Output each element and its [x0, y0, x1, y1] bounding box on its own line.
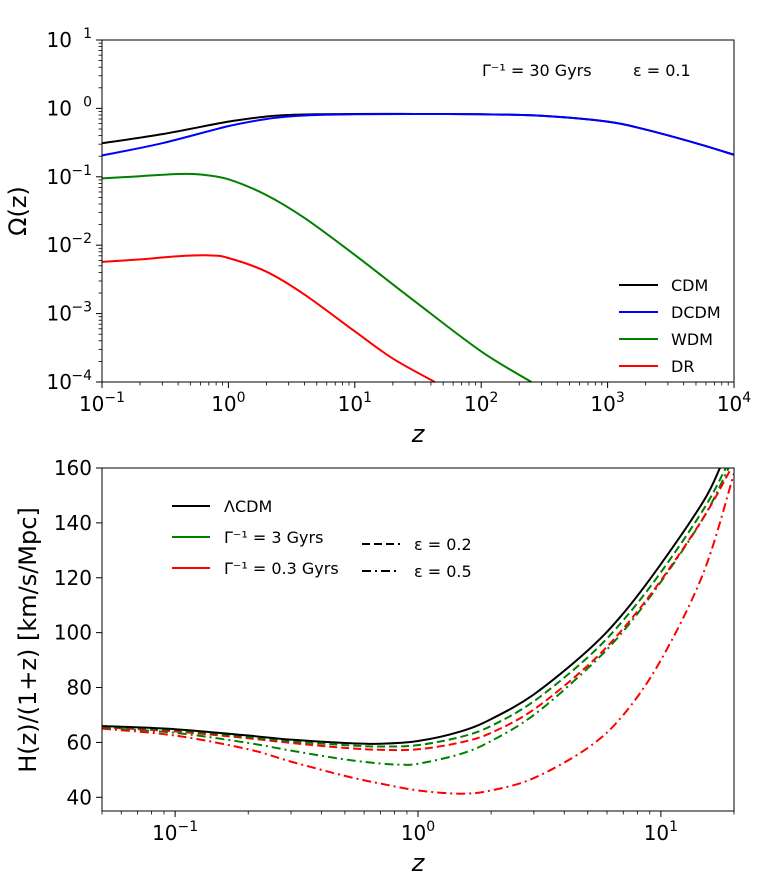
hubble-panel: 10−1 100 101 40 60 80 100 120 140 160 H(z)/(1+z) …: [14, 456, 735, 877]
hubble-curves: [102, 468, 734, 795]
y-tick-label: 80: [67, 676, 92, 700]
hubble-axes-frame: [101, 467, 735, 812]
omega-xlabel: z: [411, 420, 426, 448]
omega-axes-frame: [101, 39, 735, 383]
legend-label-cdm: CDM: [671, 276, 708, 295]
y-tick-label: 100: [54, 621, 92, 645]
x-tick-label: 101: [644, 819, 678, 845]
x-tick-label: 102: [464, 390, 498, 416]
omega-legend: CDM DCDM WDM DR: [619, 276, 721, 376]
gamma-annotation: Γ⁻¹ = 30 Gyrs: [482, 61, 592, 80]
epsilon-annotation: ε = 0.1: [633, 61, 691, 80]
legend-label: ΛCDM: [224, 497, 272, 516]
legend-label-dr: DR: [671, 357, 694, 376]
y-tick-label: 140: [54, 511, 92, 535]
y-tick-exponent: −2: [71, 231, 92, 247]
series-line: [102, 468, 727, 748]
x-tick-label: 10−1: [79, 390, 125, 416]
y-tick-label: 120: [54, 566, 92, 590]
x-tick-label: 104: [717, 390, 751, 416]
y-tick-label: 10: [47, 302, 72, 326]
legend-label-dcdm: DCDM: [671, 303, 721, 322]
y-tick-exponent: −4: [71, 368, 92, 384]
legend-style-label: ε = 0.2: [414, 535, 472, 554]
series-line: [102, 468, 721, 745]
y-tick-label: 40: [67, 785, 92, 809]
y-tick-exponent: −1: [71, 163, 92, 179]
series-line-dr: [101, 254, 436, 383]
y-tick-label: 10: [47, 165, 72, 189]
hubble-legend: ΛCDM Γ⁻¹ = 3 Gyrs Γ⁻¹ = 0.3 Gyrs ε = 0.2 ε =…: [172, 497, 472, 581]
y-tick-label: 10: [47, 28, 72, 52]
legend-label-wdm: WDM: [671, 330, 713, 349]
x-tick-label: 100: [401, 819, 435, 845]
y-tick-exponent: 0: [83, 94, 92, 110]
y-tick-label: 10: [47, 370, 72, 394]
x-tick-label: 101: [338, 390, 372, 416]
y-tick-exponent: 1: [83, 26, 92, 42]
y-tick-label: 10: [47, 233, 72, 257]
legend-style-label: ε = 0.5: [414, 562, 472, 581]
hubble-xlabel: z: [411, 849, 426, 877]
series-line-wdm: [101, 172, 533, 383]
series-line: [102, 468, 733, 752]
y-tick-label: 60: [67, 730, 92, 754]
legend-label: Γ⁻¹ = 3 Gyrs: [224, 528, 323, 547]
series-line-dcdm: [101, 112, 735, 157]
hubble-ticks: 10−1 100 101 40 60 80 100 120 140 160: [54, 456, 735, 845]
series-line: [102, 473, 734, 795]
y-tick-label: 10: [47, 96, 72, 120]
x-tick-label: 100: [211, 390, 245, 416]
x-tick-label: 10−1: [152, 819, 198, 845]
omega-curves: [101, 112, 735, 383]
omega-ylabel: Ω(z): [4, 186, 32, 236]
hubble-ylabel: H(z)/(1+z) [km/s/Mpc]: [14, 507, 42, 773]
y-tick-exponent: −3: [71, 300, 92, 316]
legend-label: Γ⁻¹ = 0.3 Gyrs: [224, 559, 339, 578]
x-tick-label: 103: [590, 390, 624, 416]
y-tick-label: 160: [54, 456, 92, 480]
